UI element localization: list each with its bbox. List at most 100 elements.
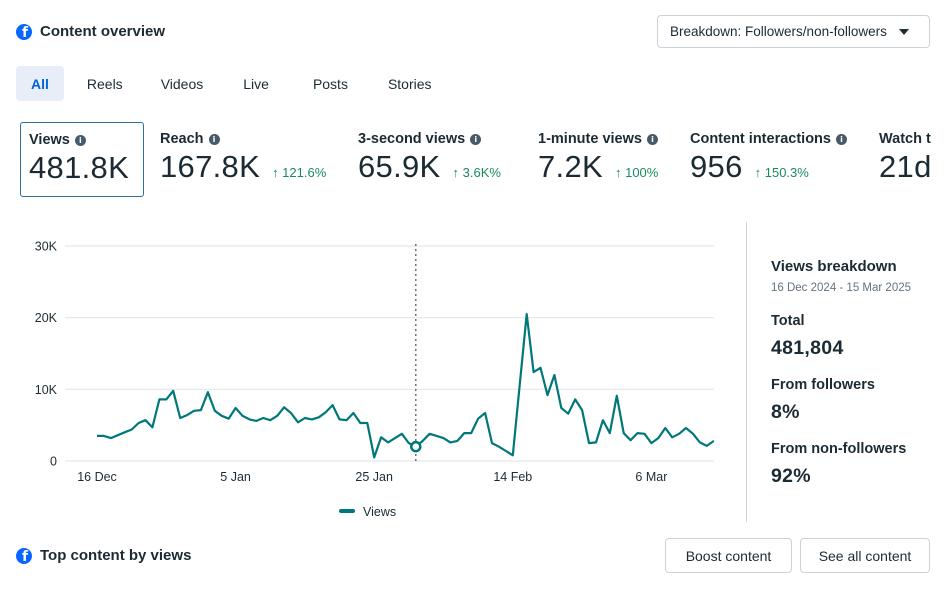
metric-views[interactable]: Views i 481.8K xyxy=(20,122,144,197)
data-point[interactable] xyxy=(475,416,481,422)
data-point[interactable] xyxy=(330,402,336,408)
data-point[interactable] xyxy=(454,438,460,444)
data-point[interactable] xyxy=(198,407,204,413)
data-point[interactable] xyxy=(143,417,149,423)
metric-watch-time[interactable]: Watch t 21d xyxy=(879,122,944,197)
data-point[interactable] xyxy=(614,393,620,399)
data-point[interactable] xyxy=(482,410,488,416)
data-point[interactable] xyxy=(662,425,668,431)
data-point[interactable] xyxy=(503,448,509,454)
data-point[interactable] xyxy=(489,440,495,446)
data-point[interactable] xyxy=(434,433,440,439)
data-point[interactable] xyxy=(586,440,592,446)
breakdown-dropdown[interactable]: Breakdown: Followers/non-followers xyxy=(657,15,930,48)
data-point[interactable] xyxy=(274,413,280,419)
data-point[interactable] xyxy=(427,431,433,437)
info-icon[interactable]: i xyxy=(646,133,658,145)
data-point[interactable] xyxy=(378,434,384,440)
data-point[interactable] xyxy=(572,396,578,402)
data-point[interactable] xyxy=(302,415,308,421)
tab-all[interactable]: All xyxy=(16,66,64,101)
hover-marker[interactable] xyxy=(410,440,422,453)
data-point[interactable] xyxy=(288,410,294,416)
data-point[interactable] xyxy=(94,433,100,439)
data-point[interactable] xyxy=(156,396,162,402)
data-point[interactable] xyxy=(122,429,128,435)
data-point[interactable] xyxy=(621,430,627,436)
data-point[interactable] xyxy=(399,431,405,437)
data-point[interactable] xyxy=(648,440,654,446)
tab-videos[interactable]: Videos xyxy=(160,75,204,92)
data-point[interactable] xyxy=(524,311,530,317)
data-point[interactable] xyxy=(260,415,266,421)
data-point[interactable] xyxy=(468,430,474,436)
data-point[interactable] xyxy=(669,434,675,440)
data-point[interactable] xyxy=(364,420,370,426)
data-point[interactable] xyxy=(337,416,343,422)
data-point[interactable] xyxy=(517,382,523,388)
data-point[interactable] xyxy=(212,408,218,414)
data-point[interactable] xyxy=(240,413,246,419)
tab-stories[interactable]: Stories xyxy=(387,75,432,92)
data-point[interactable] xyxy=(136,420,142,426)
data-point[interactable] xyxy=(115,432,121,438)
data-point[interactable] xyxy=(607,430,613,436)
data-point[interactable] xyxy=(323,409,329,415)
data-point[interactable] xyxy=(558,405,564,411)
data-point[interactable] xyxy=(309,416,315,422)
metric-1-minute-views[interactable]: 1-minute views i 7.2K ↑ 100% xyxy=(538,122,683,197)
info-icon[interactable]: i xyxy=(208,133,220,145)
data-point[interactable] xyxy=(129,427,135,433)
info-icon[interactable]: i xyxy=(74,134,86,146)
tab-live[interactable]: Live xyxy=(243,75,269,92)
data-point[interactable] xyxy=(253,418,259,424)
data-point[interactable] xyxy=(593,439,599,445)
metric-3-second-views[interactable]: 3-second views i 65.9K ↑ 3.6K% xyxy=(358,122,528,197)
data-point[interactable] xyxy=(191,408,197,414)
data-point[interactable] xyxy=(219,413,225,419)
data-point[interactable] xyxy=(628,437,634,443)
data-point[interactable] xyxy=(676,431,682,437)
info-icon[interactable]: i xyxy=(470,133,482,145)
tab-reels[interactable]: Reels xyxy=(86,75,123,92)
data-point[interactable] xyxy=(344,417,350,423)
data-point[interactable] xyxy=(697,439,703,445)
data-point[interactable] xyxy=(295,419,301,425)
data-point[interactable] xyxy=(267,417,273,423)
data-point[interactable] xyxy=(642,431,648,437)
data-point[interactable] xyxy=(163,396,169,402)
data-point[interactable] xyxy=(704,443,710,449)
data-point[interactable] xyxy=(226,416,232,422)
data-point[interactable] xyxy=(281,404,287,410)
data-point[interactable] xyxy=(711,438,717,444)
data-point[interactable] xyxy=(205,389,211,395)
data-point[interactable] xyxy=(545,392,551,398)
data-point[interactable] xyxy=(683,425,689,431)
data-point[interactable] xyxy=(177,415,183,421)
data-point[interactable] xyxy=(496,444,502,450)
data-point[interactable] xyxy=(357,420,363,426)
data-point[interactable] xyxy=(655,435,661,441)
tab-posts[interactable]: Posts xyxy=(312,75,348,92)
data-point[interactable] xyxy=(385,439,391,445)
data-point[interactable] xyxy=(170,388,176,394)
data-point[interactable] xyxy=(350,410,356,416)
data-point[interactable] xyxy=(101,433,107,439)
data-point[interactable] xyxy=(461,430,467,436)
data-point[interactable] xyxy=(565,411,571,417)
data-point[interactable] xyxy=(635,430,641,436)
data-point[interactable] xyxy=(600,417,606,423)
data-point[interactable] xyxy=(420,438,426,444)
data-point[interactable] xyxy=(316,414,322,420)
data-point[interactable] xyxy=(690,431,696,437)
data-point[interactable] xyxy=(531,369,537,375)
data-point[interactable] xyxy=(579,407,585,413)
data-point[interactable] xyxy=(538,365,544,371)
data-point[interactable] xyxy=(447,439,453,445)
data-point[interactable] xyxy=(233,405,239,411)
metric-content-interactions[interactable]: Content interactions i 956 ↑ 150.3% xyxy=(690,122,870,197)
data-point[interactable] xyxy=(441,435,447,441)
metric-reach[interactable]: Reach i 167.8K ↑ 121.6% xyxy=(160,122,345,197)
data-point[interactable] xyxy=(184,412,190,418)
info-icon[interactable]: i xyxy=(835,133,847,145)
